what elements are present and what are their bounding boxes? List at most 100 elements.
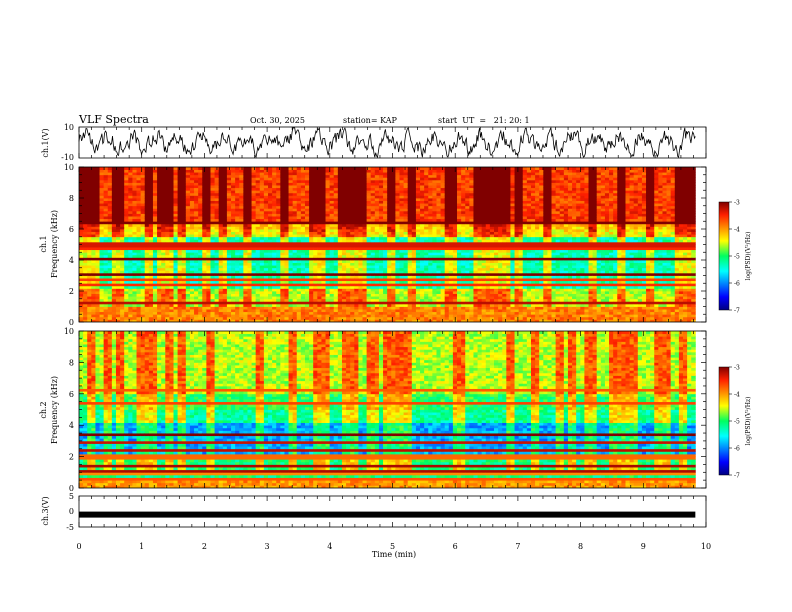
- s1Heat-cell: [366, 177, 372, 181]
- s1Heat-cell: [280, 252, 285, 256]
- s1Heat-cell: [152, 210, 158, 214]
- s1Heat-cell: [247, 167, 252, 170]
- s1Heat-cell: [128, 221, 133, 225]
- s1Heat-cell: [95, 185, 100, 189]
- s1Heat-cell: [161, 190, 166, 194]
- s1Heat-cell: [173, 231, 179, 235]
- s1Heat-cell: [226, 311, 232, 315]
- s1Heat-cell: [103, 218, 109, 222]
- ch1-waveform-trace: [78, 126, 696, 159]
- s1Heat-cell: [321, 306, 326, 310]
- s1Heat-cell: [140, 223, 146, 227]
- s1Heat-cell: [243, 223, 248, 227]
- s1Heat-cell: [268, 213, 273, 217]
- s1Heat-cell: [407, 192, 413, 196]
- s1Heat-cell: [83, 200, 88, 204]
- s1Heat-cell: [222, 247, 228, 251]
- s1Heat-cell: [268, 262, 273, 266]
- s1Heat-cell: [115, 319, 121, 322]
- s1Heat-cell: [391, 185, 396, 189]
- s1Heat-cell: [259, 187, 265, 191]
- s1Heat-cell: [222, 231, 228, 235]
- s1Heat-cell: [132, 179, 137, 183]
- s1Heat-cell: [115, 216, 121, 220]
- s1Heat-cell: [107, 231, 113, 235]
- s1Heat-cell: [350, 257, 355, 261]
- s1Heat-cell: [140, 272, 146, 276]
- s1Heat-cell: [132, 185, 137, 189]
- s1Heat-cell: [288, 252, 294, 256]
- s1Heat-cell: [218, 316, 224, 320]
- s1Heat-cell: [346, 198, 351, 201]
- s1Heat-cell: [214, 278, 220, 282]
- s1Heat-cell: [259, 257, 265, 261]
- s1Heat-cell: [333, 306, 339, 310]
- s1Heat-cell: [177, 262, 183, 266]
- s1Heat-cell: [87, 221, 92, 225]
- s1Heat-cell: [206, 311, 211, 315]
- s1Heat-cell: [243, 208, 248, 212]
- s1Heat-cell: [107, 169, 113, 173]
- s1Heat-cell: [185, 319, 191, 322]
- s1Heat-cell: [181, 280, 187, 284]
- s1Heat-cell: [304, 172, 310, 176]
- s1Heat-cell: [350, 283, 355, 287]
- s1Heat-cell: [407, 177, 413, 181]
- s1Heat-cell: [111, 229, 117, 232]
- s1Heat-cell: [165, 280, 170, 284]
- s1Heat-cell: [313, 234, 318, 238]
- s1Heat-cell: [276, 296, 281, 300]
- s1Heat-cell: [387, 319, 392, 322]
- s1Heat-cell: [161, 311, 166, 315]
- s1Heat-cell: [321, 185, 326, 189]
- s1Heat-cell: [185, 280, 191, 284]
- s1Heat-cell: [407, 252, 413, 256]
- s1Heat-cell: [247, 270, 252, 274]
- s1Heat-cell: [296, 218, 302, 222]
- s1Heat-cell: [358, 285, 363, 289]
- s1Heat-cell: [132, 226, 137, 230]
- s1Heat-cell: [128, 234, 133, 238]
- s1Heat-cell: [309, 216, 314, 220]
- s1Heat-cell: [325, 172, 331, 176]
- s1Heat-cell: [247, 267, 252, 271]
- s1Heat-cell: [83, 298, 88, 302]
- s1Heat-cell: [395, 172, 400, 176]
- s1Heat-cell: [317, 285, 322, 289]
- s1Heat-cell: [120, 260, 125, 263]
- s1Heat-cell: [124, 270, 129, 274]
- s1Heat-cell: [169, 262, 174, 266]
- s1Heat-cell: [202, 205, 207, 209]
- s1Heat-cell: [103, 314, 109, 318]
- s1Heat-cell: [304, 254, 310, 258]
- s1Heat-cell: [407, 270, 413, 274]
- s1Heat-cell: [239, 172, 244, 176]
- s1Heat-cell: [243, 169, 248, 173]
- s1Heat-cell: [107, 234, 113, 238]
- s1Heat-cell: [177, 221, 183, 225]
- s1Heat-cell: [124, 311, 129, 315]
- s1Heat-cell: [251, 249, 257, 253]
- s1Heat-cell: [226, 309, 232, 313]
- s1Heat-cell: [325, 182, 331, 186]
- s1Heat-cell: [198, 213, 203, 217]
- s1Heat-cell: [185, 309, 191, 313]
- s1Heat-cell: [95, 218, 100, 222]
- s1Heat-cell: [226, 182, 232, 186]
- s1Heat-cell: [321, 205, 326, 209]
- s1Heat-cell: [235, 316, 240, 320]
- s1Heat-cell: [115, 288, 121, 292]
- s1Heat-cell: [362, 195, 368, 199]
- s1Heat-cell: [383, 210, 388, 214]
- s1Heat-cell: [309, 198, 314, 201]
- s1Heat-cell: [284, 167, 289, 170]
- s1Heat-cell: [214, 283, 220, 287]
- s1Heat-cell: [111, 221, 117, 225]
- s1Heat-cell: [103, 278, 109, 282]
- s1Heat-cell: [214, 221, 220, 225]
- s1Heat-cell: [185, 270, 191, 274]
- s1Heat-cell: [152, 306, 158, 310]
- s1Heat-cell: [313, 280, 318, 284]
- s1Heat-cell: [189, 311, 195, 315]
- s1Heat-cell: [247, 257, 252, 261]
